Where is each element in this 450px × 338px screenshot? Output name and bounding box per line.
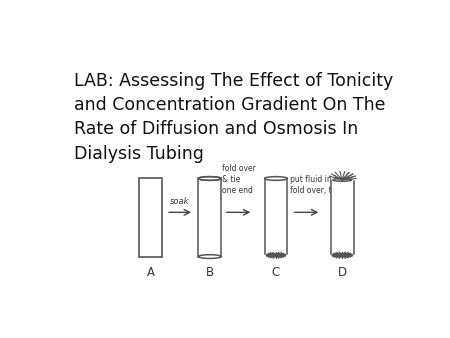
Text: B: B — [206, 266, 214, 279]
Text: soak: soak — [170, 197, 190, 206]
Text: fold over
& tie
one end: fold over & tie one end — [222, 164, 256, 195]
Text: LAB: Assessing The Effect of Tonicity
and Concentration Gradient On The
Rate of : LAB: Assessing The Effect of Tonicity an… — [74, 72, 393, 163]
Bar — [198, 178, 221, 257]
Bar — [331, 181, 354, 254]
Text: put fluid in bag,
fold over, tie: put fluid in bag, fold over, tie — [290, 175, 351, 195]
Text: C: C — [272, 266, 280, 279]
Ellipse shape — [266, 254, 285, 257]
Bar — [139, 178, 162, 257]
Text: D: D — [338, 266, 347, 279]
Bar — [265, 178, 287, 255]
Ellipse shape — [198, 255, 221, 259]
Ellipse shape — [265, 177, 287, 180]
Ellipse shape — [333, 178, 351, 181]
Ellipse shape — [332, 254, 352, 257]
Ellipse shape — [198, 177, 221, 180]
Text: A: A — [146, 266, 154, 279]
